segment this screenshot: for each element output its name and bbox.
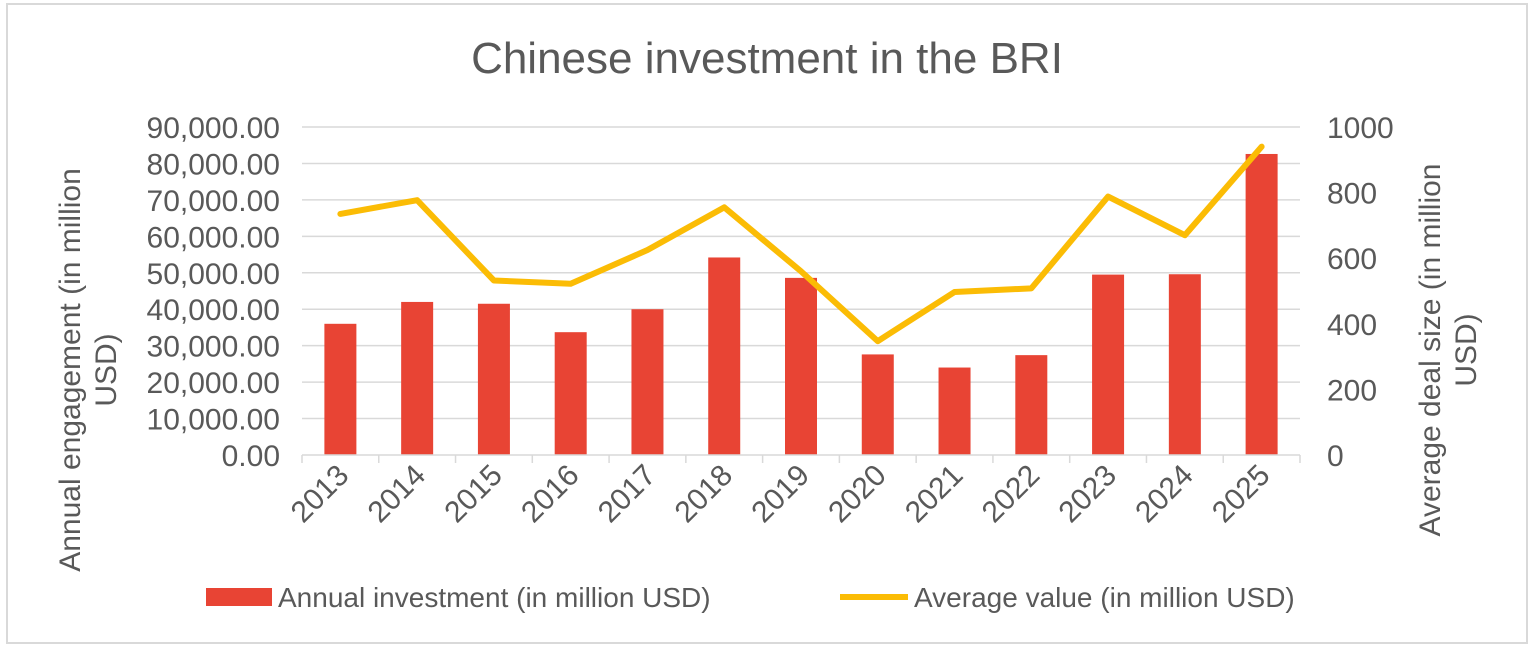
right-tick-label: 800	[1327, 178, 1377, 211]
left-tick-label: 30,000.00	[147, 331, 280, 364]
bar	[631, 309, 664, 455]
right-tick-label: 200	[1327, 374, 1377, 407]
left-axis-title-line2: USD)	[90, 333, 123, 406]
bar	[1092, 274, 1125, 455]
bar	[1168, 274, 1201, 455]
right-axis-title-line1: Average deal size (in million	[1414, 164, 1447, 537]
right-tick-label: 600	[1327, 243, 1377, 276]
x-tick-label: 2022	[976, 459, 1047, 530]
gridlines	[302, 126, 1300, 420]
bar	[324, 323, 357, 455]
line-series	[337, 143, 1265, 345]
x-tick-label: 2025	[1206, 459, 1277, 530]
legend: Annual investment (in million USD) Avera…	[206, 582, 1295, 613]
legend-label-line: Average value (in million USD)	[914, 582, 1295, 613]
x-tick-label: 2024	[1129, 459, 1200, 530]
chart-title: Chinese investment in the BRI	[471, 34, 1063, 83]
bar	[785, 277, 817, 455]
right-axis-title-line2: USD)	[1450, 313, 1483, 386]
left-tick-label: 40,000.00	[147, 294, 280, 327]
right-tick-label: 0	[1327, 440, 1344, 473]
axes	[301, 454, 1301, 463]
x-tick-label: 2014	[362, 459, 433, 530]
bar	[938, 367, 971, 455]
bar	[861, 354, 894, 455]
x-tick-label: 2015	[438, 459, 509, 530]
right-tick-label: 1000	[1327, 112, 1394, 145]
x-axis-ticks: 2013 2014 2015 2016 2017 2018 2019 2020 2021 2022…	[285, 459, 1277, 530]
bar	[554, 332, 587, 455]
x-tick-label: 2017	[592, 459, 663, 530]
left-tick-label: 50,000.00	[147, 258, 280, 291]
left-tick-label: 10,000.00	[147, 404, 280, 437]
left-tick-label: 0.00	[222, 440, 280, 473]
left-tick-label: 70,000.00	[147, 185, 280, 218]
x-tick-label: 2018	[669, 459, 740, 530]
bar	[1245, 153, 1278, 456]
x-tick-label: 2016	[515, 459, 586, 530]
x-tick-label: 2021	[899, 459, 970, 530]
bar	[708, 257, 741, 455]
legend-label-bar: Annual investment (in million USD)	[278, 582, 711, 613]
right-axis-ticks: 0 200 400 600 800 1000	[1327, 112, 1394, 473]
left-tick-label: 20,000.00	[147, 367, 280, 400]
left-tick-label: 80,000.00	[147, 148, 280, 181]
bar	[1015, 355, 1048, 455]
bar	[401, 301, 434, 455]
right-tick-label: 400	[1327, 309, 1377, 342]
x-tick-label: 2019	[745, 459, 816, 530]
left-tick-label: 90,000.00	[147, 112, 280, 145]
legend-swatch-bar	[206, 588, 272, 606]
x-tick-label: 2023	[1052, 459, 1123, 530]
left-tick-label: 60,000.00	[147, 221, 280, 254]
bar-series	[324, 153, 1278, 456]
bar	[477, 303, 510, 455]
x-tick-label: 2013	[285, 459, 356, 530]
left-axis-title-line1: Annual engagement (in million	[54, 168, 87, 572]
x-tick-label: 2020	[822, 459, 893, 530]
